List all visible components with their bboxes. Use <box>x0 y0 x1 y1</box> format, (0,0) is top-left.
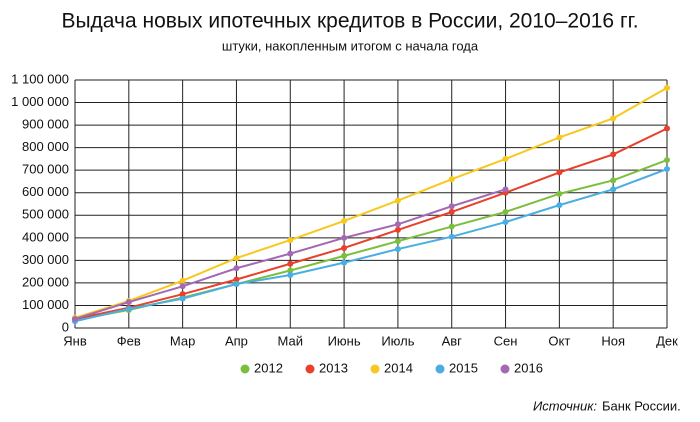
y-tick-label: 300 000 <box>22 252 69 267</box>
y-tick-label: 100 000 <box>22 297 69 312</box>
data-point <box>394 197 401 204</box>
y-tick-label: 900 000 <box>22 117 69 132</box>
data-point <box>610 186 617 193</box>
x-tick-label: Дек <box>656 333 678 348</box>
x-tick-label: Сен <box>494 333 518 348</box>
x-tick-label: Мар <box>170 333 195 348</box>
data-point <box>610 115 617 122</box>
x-tick-label: Июль <box>381 333 414 348</box>
series-line <box>74 168 668 323</box>
data-point <box>72 315 78 322</box>
legend-label: 2016 <box>514 360 543 375</box>
data-point <box>448 208 455 215</box>
y-tick-label: 1 000 000 <box>11 94 69 109</box>
y-tick-label: 500 000 <box>22 207 69 222</box>
data-point <box>610 177 617 184</box>
y-tick-label: 0 <box>62 319 69 334</box>
data-point <box>664 166 670 173</box>
data-point <box>341 234 348 241</box>
data-point <box>448 233 455 240</box>
data-point <box>448 223 455 230</box>
data-point <box>394 226 401 233</box>
data-point <box>233 265 240 272</box>
data-point <box>394 238 401 245</box>
legend-label: 2012 <box>254 360 283 375</box>
data-point <box>341 252 348 259</box>
chart-subtitle: штуки, накопленным итогом с начала года <box>222 38 479 53</box>
data-point <box>556 190 563 197</box>
legend-label: 2015 <box>449 360 478 375</box>
data-point <box>179 283 186 290</box>
data-point <box>664 84 670 91</box>
data-point <box>233 255 240 262</box>
data-point <box>664 125 670 132</box>
x-tick-label: Май <box>278 333 303 348</box>
x-tick-label: Авг <box>442 333 463 348</box>
data-point <box>179 295 186 302</box>
data-point <box>556 202 563 209</box>
y-tick-label: 800 000 <box>22 139 69 154</box>
data-point <box>179 277 186 284</box>
data-point <box>556 169 563 176</box>
data-point <box>179 291 186 298</box>
legend-marker <box>305 364 315 374</box>
series-line <box>74 159 668 322</box>
data-point <box>341 217 348 224</box>
data-point <box>448 203 455 210</box>
legend-marker <box>500 364 510 374</box>
x-tick-label: Ноя <box>601 333 625 348</box>
data-point <box>233 276 240 283</box>
data-point <box>125 299 132 306</box>
legend-label: 2013 <box>319 360 348 375</box>
data-point <box>664 157 670 164</box>
x-tick-label: Фев <box>117 333 141 348</box>
data-point <box>610 151 617 158</box>
data-point <box>287 260 294 267</box>
x-tick-label: Янв <box>63 333 87 348</box>
series-line <box>74 127 668 320</box>
data-point <box>394 221 401 228</box>
x-tick-label: Июнь <box>328 333 361 348</box>
data-point <box>287 250 294 257</box>
legend-marker <box>435 364 445 374</box>
y-tick-label: 1 100 000 <box>11 71 69 86</box>
x-tick-label: Апр <box>225 333 248 348</box>
x-tick-label: Окт <box>548 333 570 348</box>
data-point <box>287 267 294 274</box>
data-point <box>394 246 401 253</box>
source: Банк России. <box>602 398 681 413</box>
data-point <box>125 305 132 312</box>
y-tick-label: 200 000 <box>22 274 69 289</box>
legend-marker <box>370 364 380 374</box>
data-point <box>502 155 509 162</box>
data-point <box>448 176 455 183</box>
source-label: Источник: <box>533 398 597 413</box>
data-point <box>287 272 294 279</box>
data-point <box>233 281 240 288</box>
data-point <box>341 244 348 251</box>
y-tick-label: 700 000 <box>22 162 69 177</box>
y-tick-label: 600 000 <box>22 184 69 199</box>
data-point <box>556 134 563 141</box>
data-point <box>502 208 509 215</box>
data-point <box>341 259 348 266</box>
data-point <box>502 219 509 226</box>
series-line <box>74 87 668 319</box>
data-point <box>502 186 509 193</box>
legend-label: 2014 <box>384 360 413 375</box>
y-tick-label: 400 000 <box>22 229 69 244</box>
data-point <box>287 237 294 244</box>
chart-title: Выдача новых ипотечных кредитов в России… <box>61 10 638 33</box>
legend-marker <box>240 364 250 374</box>
